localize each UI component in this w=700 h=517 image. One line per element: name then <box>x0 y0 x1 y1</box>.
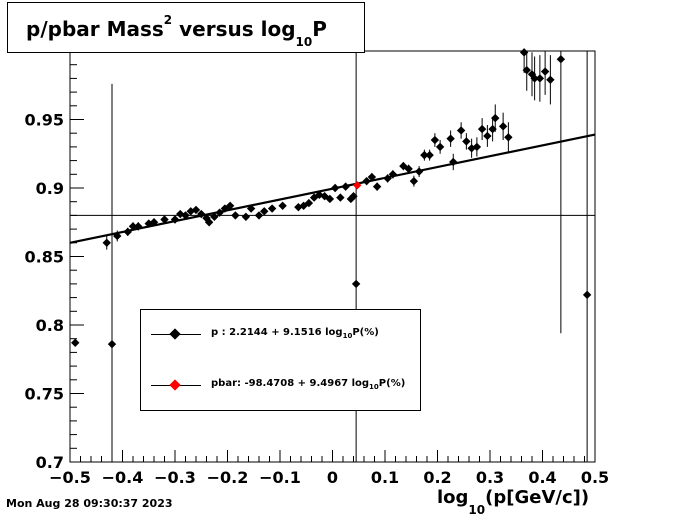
timestamp: Mon Aug 28 09:30:37 2023 <box>6 497 173 510</box>
data-point-p <box>176 209 185 219</box>
data-point-p <box>435 142 445 152</box>
data-point-p <box>367 172 377 182</box>
data-point-p <box>414 167 424 176</box>
data-point-p <box>519 48 529 57</box>
data-point-p <box>304 198 314 208</box>
y-tick-label: 0.7 <box>36 453 64 472</box>
data-point-p <box>325 194 335 204</box>
data-point-p <box>491 113 500 123</box>
data-point-p <box>383 174 392 183</box>
x-tick-label: 0.3 <box>476 468 504 487</box>
data-point-p <box>197 209 206 219</box>
x-tick-label: −0.3 <box>154 468 196 487</box>
x-tick-label: −0.5 <box>49 468 91 487</box>
data-point-p <box>215 208 224 217</box>
data-point-p <box>522 65 531 75</box>
data-point-p <box>170 215 180 224</box>
data-point-p <box>351 279 361 289</box>
x-tick-label: 0 <box>327 468 338 487</box>
x-tick-label: 0.5 <box>581 468 609 487</box>
x-axis-title: log10(p[GeV/c]) <box>437 487 590 517</box>
data-point-p <box>582 290 592 300</box>
data-point-p <box>546 75 555 84</box>
data-point-p <box>409 176 419 186</box>
data-point-p <box>420 150 429 160</box>
data-point-p <box>425 150 434 160</box>
data-point-p <box>278 201 287 211</box>
data-point-p <box>241 212 251 221</box>
legend-entry-pbar: pbar: -98.4708 + 9.4967 log10P(%) <box>141 371 420 401</box>
y-tick-label: 0.75 <box>25 385 64 404</box>
y-tick-label: 0.95 <box>25 111 64 130</box>
legend: p : 2.2144 + 9.1516 log10P(%) pbar: -98.… <box>140 309 421 411</box>
data-points <box>71 48 592 349</box>
data-point-p <box>341 182 350 191</box>
data-point-p <box>123 227 132 237</box>
data-point-p <box>404 164 413 174</box>
data-point-p <box>462 137 471 146</box>
data-point-p <box>107 339 117 349</box>
data-point-p <box>530 74 539 83</box>
data-point-p <box>330 183 340 193</box>
x-tick-label: −0.2 <box>207 468 249 487</box>
y-tick-label: 0.9 <box>36 179 64 198</box>
data-point-p <box>113 231 122 241</box>
y-tick-label: 0.85 <box>25 248 64 267</box>
data-point-p <box>102 238 111 247</box>
x-tick-label: 0.2 <box>423 468 451 487</box>
diamond-marker-icon <box>169 328 181 340</box>
data-point-p <box>309 193 319 202</box>
data-point-p <box>372 182 382 191</box>
data-point-p <box>191 205 201 215</box>
y-axis-ticks: 0.7 0.75 0.8 0.85 0.9 0.95 <box>25 50 84 472</box>
data-point-p <box>540 67 550 76</box>
data-point-p <box>388 170 398 179</box>
data-point-p <box>128 222 138 231</box>
data-point-p <box>504 133 513 142</box>
data-point-p <box>160 215 169 224</box>
data-point-p <box>488 124 497 134</box>
data-point-p <box>446 134 455 143</box>
diamond-marker-icon <box>169 379 181 391</box>
data-point-p <box>204 218 214 227</box>
chart-title: p/pbar Mass2 versus log10P <box>26 13 327 49</box>
data-point-p <box>134 222 143 231</box>
data-point-p <box>267 204 277 213</box>
data-point-pbar <box>352 181 362 190</box>
data-point-p <box>362 176 371 186</box>
data-point-p <box>181 211 190 220</box>
data-point-p <box>535 74 545 83</box>
legend-entry-p: p : 2.2144 + 9.1516 log10P(%) <box>141 320 420 350</box>
x-axis-ticks: −0.5 −0.4 −0.3 −0.2 −0.1 0 0.1 0.2 0.3 0.4 0.5 <box>49 450 609 487</box>
x-tick-label: −0.4 <box>102 468 144 487</box>
data-point-p <box>336 193 345 202</box>
data-point-p <box>231 211 240 220</box>
data-point-p <box>498 122 508 131</box>
data-point-p <box>225 201 235 211</box>
data-point-p <box>149 218 159 227</box>
data-point-p <box>260 207 269 216</box>
data-point-p <box>246 204 256 213</box>
data-point-p <box>449 157 458 167</box>
title-box: p/pbar Mass2 versus log10P <box>7 2 365 53</box>
legend-label: p : 2.2144 + 9.1516 log10P(%) <box>211 327 379 340</box>
data-point-p <box>430 135 440 145</box>
data-point-p <box>349 192 358 201</box>
data-point-p <box>254 211 264 220</box>
x-tick-label: −0.1 <box>259 468 301 487</box>
data-point-p <box>483 131 492 141</box>
x-tick-label: 0.1 <box>371 468 399 487</box>
data-point-p <box>299 201 308 211</box>
data-point-p <box>71 338 80 348</box>
data-point-p <box>210 212 219 221</box>
x-tick-label: 0.4 <box>528 468 556 487</box>
y-tick-label: 0.8 <box>36 316 64 335</box>
data-point-p <box>556 55 566 64</box>
data-point-p <box>456 126 466 135</box>
data-point-p <box>477 124 487 134</box>
data-point-p <box>472 142 482 152</box>
data-point-p <box>320 192 329 201</box>
legend-label: pbar: -98.4708 + 9.4967 log10P(%) <box>211 378 406 391</box>
